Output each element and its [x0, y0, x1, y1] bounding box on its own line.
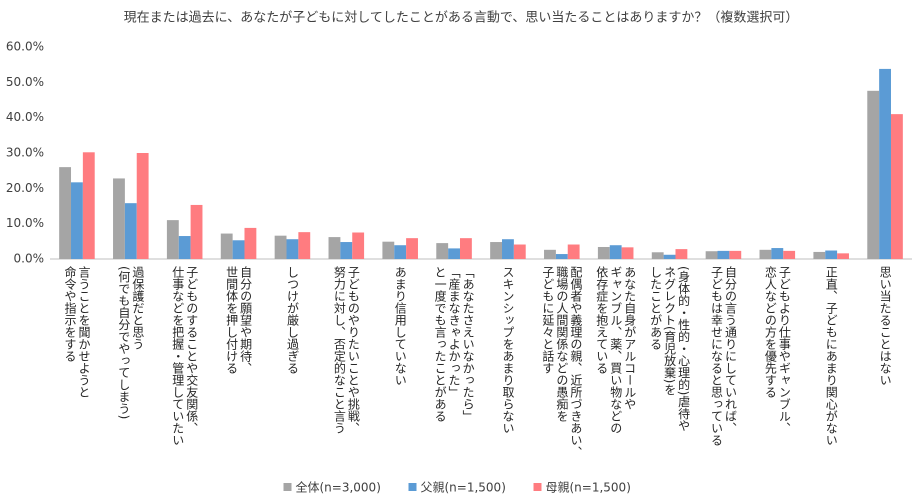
bar: [448, 248, 460, 259]
y-tick-label: 10.0%: [6, 216, 44, 230]
bar: [232, 240, 245, 259]
bar: [286, 239, 299, 259]
x-tick-label: 思い当たることはない: [878, 266, 893, 386]
x-tick-label: 子どものやりたいことや挑戦、 努力に対し、否定的なこと言う: [332, 266, 361, 434]
bar: [406, 238, 418, 259]
bar: [783, 250, 796, 259]
y-tick-label: 0.0%: [14, 252, 45, 266]
bar: [867, 90, 880, 260]
x-tick-label: 配偶者や義理の親、近所づきあい、 職場の人間関係などの愚痴を 子どもに延々と話す: [540, 266, 583, 458]
bar: [436, 243, 449, 259]
x-tick-label: あなた自身がアルコールや ギャンブル、薬、買い物などの 依存症を抱えている: [594, 266, 637, 434]
chart-title: 現在または過去に、あなたが子どもに対してしたことがある言動で、思い当たることはあ…: [124, 10, 799, 26]
bar: [771, 248, 784, 259]
legend-swatch: [408, 483, 417, 491]
x-tick-label: しつけが厳し過ぎる: [285, 266, 300, 374]
bar: [651, 252, 664, 259]
bar: [513, 244, 526, 259]
bar: [113, 178, 125, 259]
bar: [59, 167, 72, 259]
bar: [490, 242, 503, 259]
x-tick-label: あまり信用していない: [393, 266, 408, 386]
bar: [825, 250, 838, 259]
legend-label: 父親(n=1,500): [421, 481, 506, 495]
bar: [813, 251, 826, 259]
bar: [71, 182, 83, 259]
x-tick-label: 自分の言う通りにしていれば、 子どもは幸せになると思っている: [709, 266, 738, 446]
bar: [555, 254, 568, 259]
bar: [663, 254, 676, 259]
bar: [136, 153, 149, 259]
bar: [879, 68, 891, 259]
bar: [837, 253, 849, 259]
bar: [459, 238, 472, 259]
bar: [298, 232, 311, 259]
y-tick-label: 30.0%: [6, 146, 44, 160]
x-tick-label: 過保護だと思う (何でも自分でやってしまう): [116, 266, 145, 420]
y-tick-label: 60.0%: [6, 40, 44, 54]
bar: [340, 242, 353, 259]
x-tick-label: 子どもより仕事やギャンブル、 恋人などの方を優先する: [763, 266, 792, 434]
bar: [705, 251, 718, 259]
x-tick-label: 正直、子どもにあまり関心がない: [824, 266, 839, 446]
legend-swatch: [533, 483, 542, 491]
bar: [274, 235, 287, 259]
legend-label: 全体(n=3,000): [296, 480, 381, 495]
bar: [717, 250, 730, 259]
x-tick-label: 子どものすることや交友関係、 仕事などを把握・管理していたい: [170, 266, 199, 446]
legend-swatch: [283, 483, 292, 491]
bar: [759, 249, 772, 259]
bar: [124, 203, 137, 259]
bar: [220, 233, 233, 259]
bar: [190, 204, 203, 259]
y-tick-label: 40.0%: [6, 110, 44, 124]
bar: [597, 246, 610, 259]
bar: [328, 237, 341, 259]
bar: [621, 247, 634, 259]
bar: [244, 227, 257, 259]
bar: [567, 244, 580, 259]
bar: [382, 241, 395, 259]
y-tick-label: 20.0%: [6, 181, 44, 195]
bar: [178, 236, 191, 259]
bar: [82, 152, 95, 259]
x-tick-label: (身体的・性的・心理的)虐待や ネグレクト(育児放棄)を したことがある: [648, 266, 691, 432]
bar: [675, 249, 688, 259]
y-tick-label: 50.0%: [6, 75, 44, 89]
x-tick-label: 言うことを聞かせようと 命令や指示をする: [62, 266, 91, 398]
bar: [166, 220, 179, 259]
bar: [890, 114, 903, 259]
x-tick-label: 「あなたさえいなかったら」 「産まなきゃよかった」 と一度でも言ったことがある: [433, 266, 476, 422]
bar: [544, 249, 556, 259]
bar: [609, 245, 622, 259]
x-tick-label: 自分の願望や期待、 世間体を押し付ける: [224, 266, 253, 374]
bar: [502, 239, 514, 259]
bar: [352, 232, 365, 259]
legend-label: 母親(n=1,500): [546, 481, 631, 495]
bar: [729, 250, 742, 259]
bar: [394, 245, 407, 259]
x-tick-label: スキンシップをあまり取らない: [500, 266, 515, 434]
